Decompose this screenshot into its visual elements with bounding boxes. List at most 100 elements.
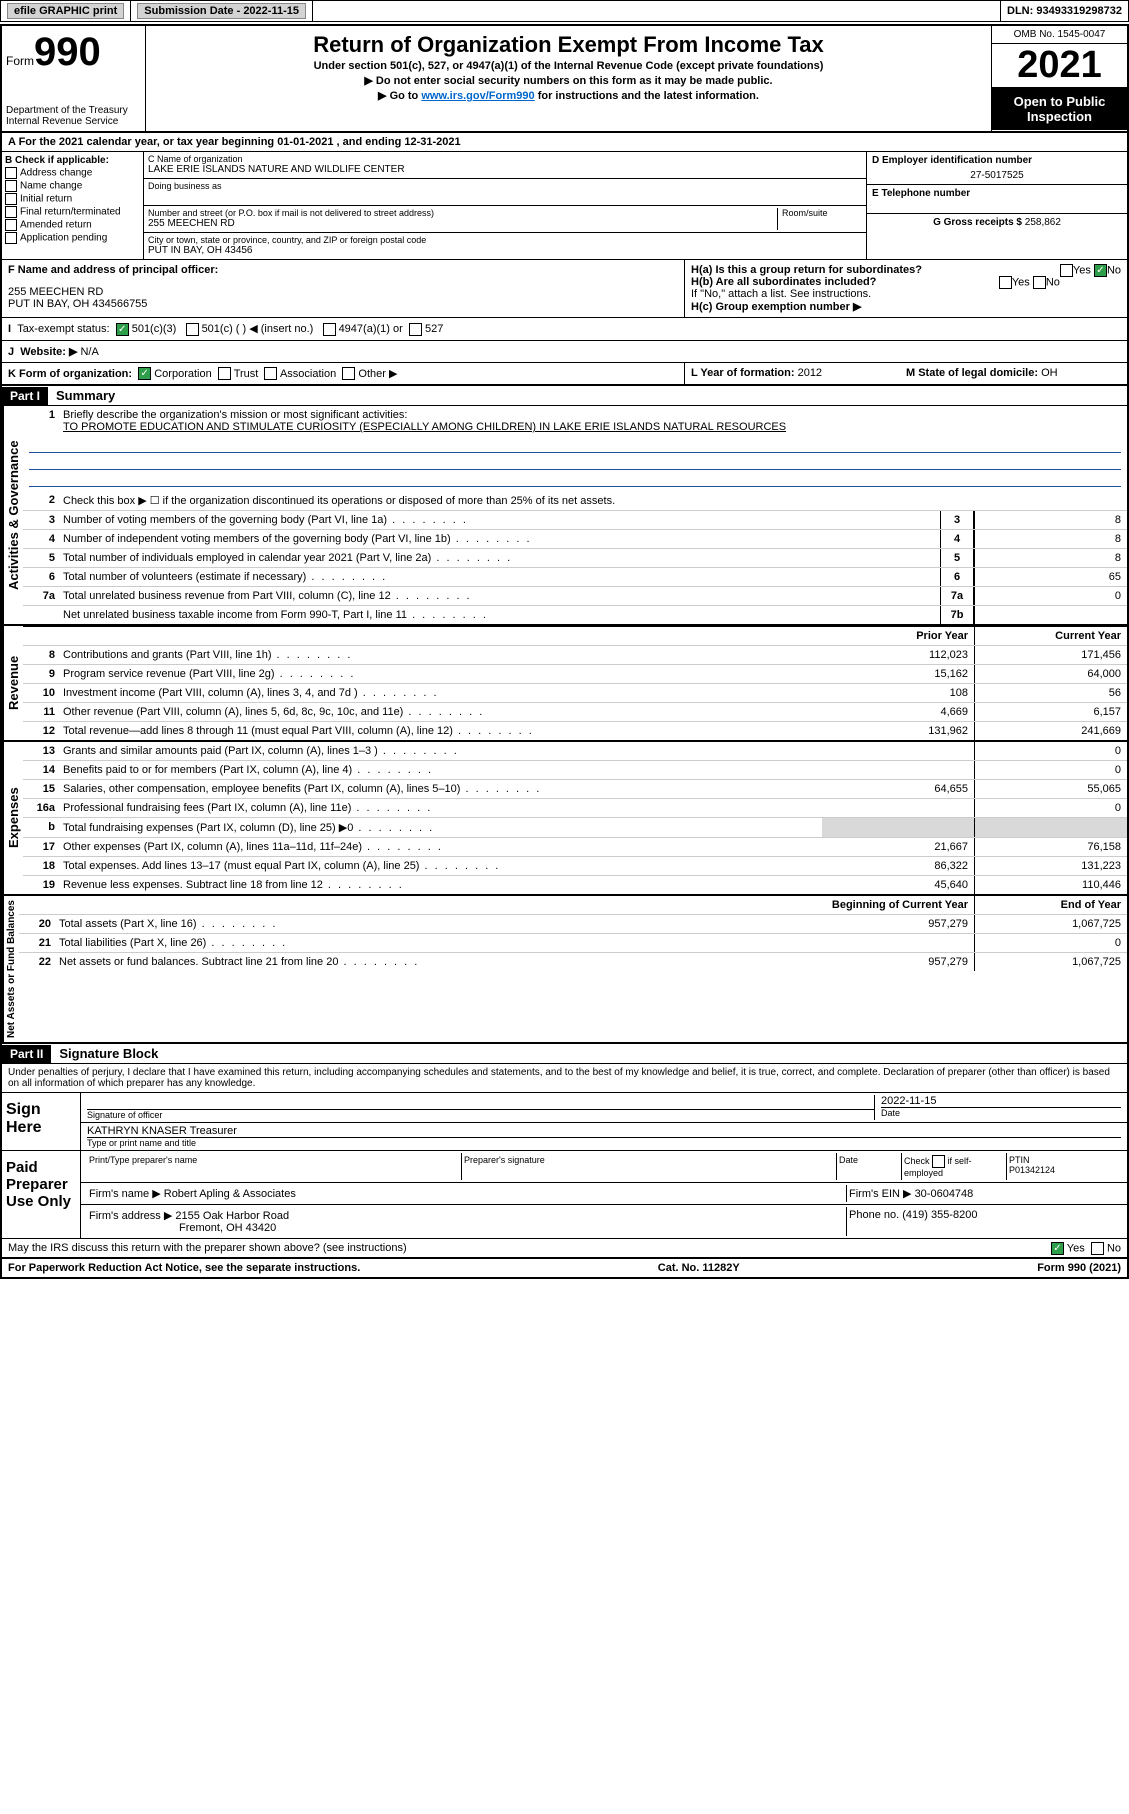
opt-501c[interactable]: 501(c) ( ) ◀ (insert no.) <box>202 323 314 335</box>
opt-corp[interactable]: Corporation <box>154 368 211 380</box>
opt-trust[interactable]: Trust <box>234 368 259 380</box>
row-i-content: I Tax-exempt status: ✓ 501(c)(3) 501(c) … <box>2 318 1127 340</box>
subtitle3: ▶ Go to www.irs.gov/Form990 for instruct… <box>154 89 983 102</box>
street-cell: Number and street (or P.O. box if mail i… <box>144 206 866 233</box>
topbar-spacer <box>313 1 1001 21</box>
chk-initial[interactable]: Initial return <box>5 193 140 205</box>
line2-desc: Check this box ▶ ☐ if the organization d… <box>59 491 1127 510</box>
open-public-badge: Open to Public Inspection <box>992 88 1127 130</box>
hc-lbl: H(c) Group exemption number ▶ <box>691 301 861 313</box>
open-badge-1: Open to Public <box>1014 94 1106 109</box>
hb-yes[interactable]: Yes <box>1012 276 1030 288</box>
omb-number: OMB No. 1545-0047 <box>992 26 1127 44</box>
prep-h3: Date <box>837 1153 902 1180</box>
prep-h4: Check if self-employed <box>902 1153 1007 1180</box>
block-netassets: Net Assets or Fund Balances Beginning of… <box>2 896 1127 1044</box>
website-val: N/A <box>80 346 98 358</box>
part2-title: Signature Block <box>51 1044 166 1063</box>
preparer-cells: Print/Type preparer's name Preparer's si… <box>81 1151 1127 1238</box>
gov-line: 7aTotal unrelated business revenue from … <box>23 587 1127 606</box>
data-line: 11Other revenue (Part VIII, column (A), … <box>23 703 1127 722</box>
vlabel-expenses: Expenses <box>2 742 23 894</box>
data-line: 10Investment income (Part VIII, column (… <box>23 684 1127 703</box>
data-line: 12Total revenue—add lines 8 through 11 (… <box>23 722 1127 740</box>
opt-other[interactable]: Other ▶ <box>358 368 397 380</box>
chk-pending[interactable]: Application pending <box>5 232 140 244</box>
ein-val: 27-5017525 <box>872 170 1122 181</box>
ha-lbl: H(a) Is this a group return for subordin… <box>691 264 922 276</box>
discuss-text: May the IRS discuss this return with the… <box>8 1242 407 1254</box>
governance-body: 1 Briefly describe the organization's mi… <box>23 406 1127 624</box>
ein-cell: D Employer identification number 27-5017… <box>867 152 1127 185</box>
row-j: J Website: ▶ N/A <box>2 341 1127 363</box>
irs-link[interactable]: www.irs.gov/Form990 <box>421 90 534 102</box>
tax-status-lbl: Tax-exempt status: <box>17 323 109 335</box>
data-line: 9Program service revenue (Part VIII, lin… <box>23 665 1127 684</box>
chk-final[interactable]: Final return/terminated <box>5 206 140 218</box>
ein-lbl: D Employer identification number <box>872 155 1122 166</box>
ha-yes[interactable]: Yes <box>1073 264 1091 276</box>
gov-line: 3Number of voting members of the governi… <box>23 511 1127 530</box>
block-governance: Activities & Governance 1 Briefly descri… <box>2 406 1127 626</box>
data-line: 20Total assets (Part X, line 16)957,2791… <box>19 915 1127 934</box>
opt-501c3[interactable]: 501(c)(3) <box>132 323 177 335</box>
mission-lbl: Briefly describe the organization's miss… <box>63 409 407 421</box>
form-header: Form990 Department of the Treasury Inter… <box>2 26 1127 133</box>
efile-btn[interactable]: efile GRAPHIC print <box>7 3 124 19</box>
gov-line: Net unrelated business taxable income fr… <box>23 606 1127 624</box>
section-bcd: B Check if applicable: Address change Na… <box>2 152 1127 260</box>
gov-line: 4Number of independent voting members of… <box>23 530 1127 549</box>
vlabel-revenue: Revenue <box>2 626 23 740</box>
data-line: 18Total expenses. Add lines 13–17 (must … <box>23 857 1127 876</box>
col-c: C Name of organization LAKE ERIE ISLANDS… <box>144 152 867 259</box>
org-name-val: LAKE ERIE ISLANDS NATURE AND WILDLIFE CE… <box>148 164 862 175</box>
org-name-lbl: C Name of organization <box>148 154 862 164</box>
h-note: If "No," attach a list. See instructions… <box>691 288 1121 300</box>
opt-527[interactable]: 527 <box>425 323 443 335</box>
discuss-no[interactable]: No <box>1107 1243 1121 1255</box>
chk-amended[interactable]: Amended return <box>5 219 140 231</box>
chk-address[interactable]: Address change <box>5 167 140 179</box>
part1-header: Part I Summary <box>2 386 1127 406</box>
subtitle3-post: for instructions and the latest informat… <box>535 90 759 102</box>
part1-label: Part I <box>2 387 48 405</box>
footer: For Paperwork Reduction Act Notice, see … <box>2 1258 1127 1277</box>
form-title: Return of Organization Exempt From Incom… <box>154 32 983 58</box>
discuss-row: May the IRS discuss this return with the… <box>2 1239 1127 1258</box>
org-name-cell: C Name of organization LAKE ERIE ISLANDS… <box>144 152 866 179</box>
row-i: I Tax-exempt status: ✓ 501(c)(3) 501(c) … <box>2 318 1127 341</box>
hdr-begin: Beginning of Current Year <box>822 896 975 914</box>
opt-assoc[interactable]: Association <box>280 368 336 380</box>
opt-4947[interactable]: 4947(a)(1) or <box>339 323 403 335</box>
form-number: 990 <box>34 30 101 74</box>
jurat-text: Under penalties of perjury, I declare th… <box>2 1064 1127 1093</box>
sig-name-val: KATHRYN KNASER Treasurer <box>87 1125 1121 1137</box>
ha-no[interactable]: No <box>1107 264 1121 276</box>
hb-no[interactable]: No <box>1046 276 1060 288</box>
box-h: H(a) Is this a group return for subordin… <box>685 260 1127 317</box>
mission-blank-lines <box>23 436 1127 491</box>
dept-label: Department of the Treasury <box>6 105 141 116</box>
sig-date-lbl: Date <box>881 1107 1121 1118</box>
fh-row: F Name and address of principal officer:… <box>2 260 1127 318</box>
hdr-end: End of Year <box>975 896 1127 914</box>
firm-name-lbl: Firm's name ▶ <box>89 1188 161 1200</box>
data-line: 13Grants and similar amounts paid (Part … <box>23 742 1127 761</box>
preparer-lbl: Paid Preparer Use Only <box>2 1151 81 1238</box>
mission-desc: Briefly describe the organization's miss… <box>59 406 1127 436</box>
hb-lbl: H(b) Are all subordinates included? <box>691 276 876 288</box>
form-org-lbl: K Form of organization: <box>8 368 132 380</box>
dln: DLN: 93493319298732 <box>1001 1 1128 21</box>
block-revenue: Revenue Prior Year Current Year 8Contrib… <box>2 626 1127 742</box>
street-lbl: Number and street (or P.O. box if mail i… <box>148 208 777 218</box>
header-left: Form990 Department of the Treasury Inter… <box>2 26 146 131</box>
street-val: 255 MEECHEN RD <box>148 218 777 229</box>
hdr-prior: Prior Year <box>822 627 975 645</box>
discuss-yes[interactable]: Yes <box>1067 1243 1085 1255</box>
dba-cell: Doing business as <box>144 179 866 206</box>
vlabel-netassets: Net Assets or Fund Balances <box>2 896 19 1042</box>
form-prefix: Form <box>6 54 34 68</box>
chk-name[interactable]: Name change <box>5 180 140 192</box>
box-f: F Name and address of principal officer:… <box>2 260 685 317</box>
sig-officer-lbl: Signature of officer <box>87 1109 874 1120</box>
